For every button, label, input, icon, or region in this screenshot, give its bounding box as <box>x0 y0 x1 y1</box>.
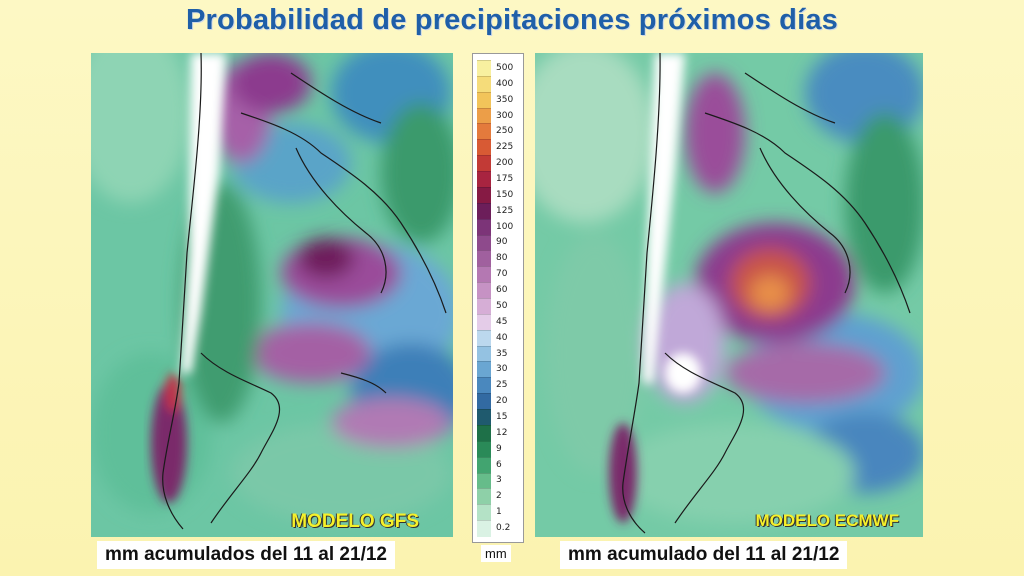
scale-swatch <box>477 250 491 268</box>
scale-level-label: 20 <box>496 396 508 407</box>
scale-swatch <box>477 520 491 537</box>
scale-swatch <box>477 171 491 188</box>
precipitation-color-scale: 500 400 350 300 250 225 200 175 150 125 100 90 80 70 6… <box>472 53 524 543</box>
scale-level-label: 70 <box>496 269 508 280</box>
scale-level-label: 12 <box>496 427 508 438</box>
scale-level-label: 350 <box>496 94 514 105</box>
scale-swatch <box>477 234 491 252</box>
scale-level-label: 15 <box>496 412 508 422</box>
scale-swatch <box>477 75 491 93</box>
scale-level-label: 45 <box>496 316 508 327</box>
scale-swatch <box>477 313 491 331</box>
scale-level-label: 100 <box>496 221 514 232</box>
scale-swatch <box>477 266 491 284</box>
scale-level-label: 60 <box>496 285 508 296</box>
scale-swatch <box>477 298 491 315</box>
scale-swatch <box>477 472 491 490</box>
scale-swatch <box>477 424 491 442</box>
scale-level-label: 500 <box>496 62 514 73</box>
scale-swatch <box>477 488 491 506</box>
scale-level-label: 50 <box>496 300 508 311</box>
scale-swatch <box>477 123 491 141</box>
scale-unit-label: mm <box>481 545 511 562</box>
scale-level-label: 300 <box>496 110 514 121</box>
scale-level-label: 6 <box>496 459 502 470</box>
scale-level-label: 400 <box>496 78 514 89</box>
scale-level-label: 80 <box>496 253 508 264</box>
scale-level-label: 175 <box>496 174 514 184</box>
scale-swatch <box>477 139 491 157</box>
ecmwf-map: MODELO ECMWF <box>535 53 923 537</box>
scale-swatch <box>477 393 491 411</box>
scale-swatch <box>477 329 491 347</box>
scale-swatch <box>477 409 491 426</box>
scale-swatch <box>477 60 491 77</box>
scale-level-label: 35 <box>496 348 508 359</box>
scale-level-label: 125 <box>496 205 514 216</box>
scale-swatch <box>477 91 491 109</box>
gfs-map: MODELO GFS <box>91 53 453 537</box>
gfs-model-label: MODELO GFS <box>291 511 419 532</box>
scale-level-label: 150 <box>496 189 514 200</box>
scale-level-label: 2 <box>496 491 502 502</box>
ecmwf-caption: mm acumulado del 11 al 21/12 <box>560 541 848 569</box>
scale-swatch <box>477 282 491 299</box>
scale-level-label: 0.2 <box>496 523 511 534</box>
scale-level-label: 40 <box>496 332 508 343</box>
scale-swatch <box>477 218 491 236</box>
scale-swatch <box>477 186 491 204</box>
scale-level-label: 30 <box>496 364 508 375</box>
scale-swatch <box>477 155 491 173</box>
scale-level-label: 225 <box>496 142 514 153</box>
ecmwf-model-label: MODELO ECMWF <box>755 511 899 530</box>
gfs-caption: mm acumulados del 11 al 21/12 <box>97 541 395 569</box>
scale-level-label: 90 <box>496 237 508 248</box>
scale-swatch <box>477 504 491 522</box>
ecmwf-precip-field <box>535 53 923 537</box>
scale-level-label: 3 <box>496 475 502 486</box>
scale-level-label: 25 <box>496 380 508 391</box>
page-title: Probabilidad de precipitaciones próximos… <box>186 4 838 36</box>
scale-swatch <box>477 361 491 379</box>
scale-level-label: 200 <box>496 158 514 169</box>
scale-level-label: 1 <box>496 507 502 518</box>
gfs-precip-field <box>91 53 453 537</box>
scale-swatch <box>477 345 491 363</box>
scale-level-label: 250 <box>496 126 514 137</box>
scale-swatch <box>477 377 491 395</box>
scale-swatch <box>477 202 491 220</box>
scale-swatch <box>477 440 491 458</box>
scale-swatch <box>477 107 491 125</box>
scale-swatch <box>477 456 491 474</box>
scale-level-label: 9 <box>496 443 502 454</box>
